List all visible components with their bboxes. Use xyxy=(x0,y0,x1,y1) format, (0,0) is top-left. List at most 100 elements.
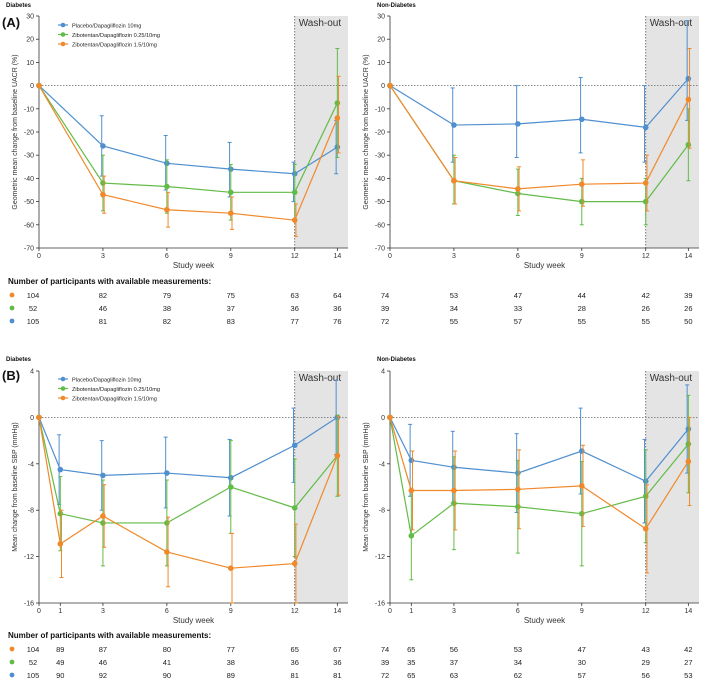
y-tick-label: -4 xyxy=(28,461,34,468)
table-cell: 47 xyxy=(578,645,586,654)
series-line xyxy=(38,85,338,193)
legend-swatch-dot xyxy=(60,41,66,47)
data-point xyxy=(57,541,64,547)
table-cell: 36 xyxy=(291,304,299,313)
table-cell: 46 xyxy=(99,304,107,313)
data-point xyxy=(451,177,457,184)
table-cell: 74 xyxy=(381,645,389,654)
data-point xyxy=(100,520,106,526)
data-point xyxy=(387,82,393,89)
y-tick-label: 0 xyxy=(30,415,34,422)
washout-region xyxy=(294,371,348,603)
table-cell: 36 xyxy=(291,658,299,667)
series-line xyxy=(38,417,338,569)
data-point xyxy=(291,189,298,196)
data-point xyxy=(291,505,298,511)
table-row-marker xyxy=(9,646,15,652)
table-cell: 39 xyxy=(381,304,389,313)
y-tick-label: -60 xyxy=(375,222,385,229)
y-tick-label: 0 xyxy=(381,415,385,422)
x-tick-label: 0 xyxy=(388,253,392,260)
table-cell: 105 xyxy=(27,317,40,326)
table-cell: 57 xyxy=(514,317,522,326)
data-point xyxy=(578,181,585,187)
y-tick-label: -70 xyxy=(24,246,34,253)
y-tick-label: -20 xyxy=(24,130,34,137)
table-row-marker xyxy=(9,305,15,311)
data-point xyxy=(227,189,234,196)
table-cell: 53 xyxy=(684,671,692,680)
table-cell: 37 xyxy=(450,658,458,667)
table-cell: 81 xyxy=(99,317,107,326)
table-row-marker xyxy=(9,292,15,298)
chart-title: Non-Diabetes xyxy=(377,357,416,363)
data-point xyxy=(642,198,649,205)
x-tick-label: 14 xyxy=(684,253,692,260)
data-point xyxy=(100,513,106,519)
table-cell: 55 xyxy=(578,317,586,326)
table-cell: 79 xyxy=(163,291,171,300)
y-tick-label: 20 xyxy=(377,37,385,44)
x-tick-label: 3 xyxy=(101,608,105,615)
x-tick-label: 12 xyxy=(291,253,299,260)
x-tick-label: 12 xyxy=(642,608,650,615)
y-tick-label: -8 xyxy=(379,508,385,515)
table-cell: 43 xyxy=(642,645,650,654)
table-cell: 52 xyxy=(29,658,37,667)
table-cell: 105 xyxy=(27,671,40,680)
table-cell: 56 xyxy=(450,645,458,654)
data-point xyxy=(515,503,521,510)
data-point xyxy=(515,121,521,127)
y-tick-label: -50 xyxy=(24,199,34,206)
series-zibo15 xyxy=(36,414,341,604)
data-point xyxy=(100,472,106,479)
y-tick-label: -8 xyxy=(28,508,34,515)
series-placebo xyxy=(387,20,692,163)
data-point xyxy=(334,452,341,459)
data-point xyxy=(578,510,585,517)
table-cell: 90 xyxy=(56,671,64,680)
table-cell: 82 xyxy=(163,317,171,326)
table-title: Number of participants with available me… xyxy=(8,631,211,640)
y-tick-label: 0 xyxy=(381,83,385,90)
data-point xyxy=(227,210,234,216)
table-cell: 39 xyxy=(381,658,389,667)
y-tick-label: 10 xyxy=(377,60,385,67)
x-tick-label: 0 xyxy=(37,608,41,615)
table-cell: 36 xyxy=(333,304,341,313)
table-cell: 92 xyxy=(99,671,107,680)
table-cell: 87 xyxy=(99,645,107,654)
data-point xyxy=(451,500,457,507)
table-cell: 36 xyxy=(333,658,341,667)
series-line xyxy=(38,85,338,221)
y-tick-label: -70 xyxy=(375,246,385,253)
series-line xyxy=(389,417,689,482)
data-point xyxy=(291,217,298,223)
washout-region xyxy=(294,16,348,248)
legend: Placebo/Dapagliflozin 10mg Zibotentan/Dap… xyxy=(58,376,160,402)
data-point xyxy=(685,441,692,447)
series-zibo15 xyxy=(387,414,692,574)
data-point xyxy=(164,549,170,555)
data-point xyxy=(334,115,341,121)
data-point xyxy=(36,82,42,89)
x-tick-label: 3 xyxy=(101,253,105,260)
data-point xyxy=(685,75,692,82)
y-tick-label: 20 xyxy=(26,37,34,44)
y-tick-label: -10 xyxy=(375,106,385,113)
table-cell: 53 xyxy=(450,291,458,300)
table-cell: 63 xyxy=(291,291,299,300)
table-cell: 28 xyxy=(578,304,586,313)
y-tick-label: 0 xyxy=(30,83,34,90)
table-cell: 90 xyxy=(163,671,171,680)
y-tick-label: -50 xyxy=(375,199,385,206)
y-axis-label: Geometric mean change from baseline UACR… xyxy=(363,54,370,209)
data-point xyxy=(451,122,457,128)
table-cell: 55 xyxy=(642,317,650,326)
table-cell: 65 xyxy=(407,645,415,654)
x-tick-label: 1 xyxy=(58,608,62,615)
legend-swatch-dot xyxy=(60,22,66,28)
table-cell: 57 xyxy=(578,671,586,680)
table-cell: 42 xyxy=(684,645,692,654)
